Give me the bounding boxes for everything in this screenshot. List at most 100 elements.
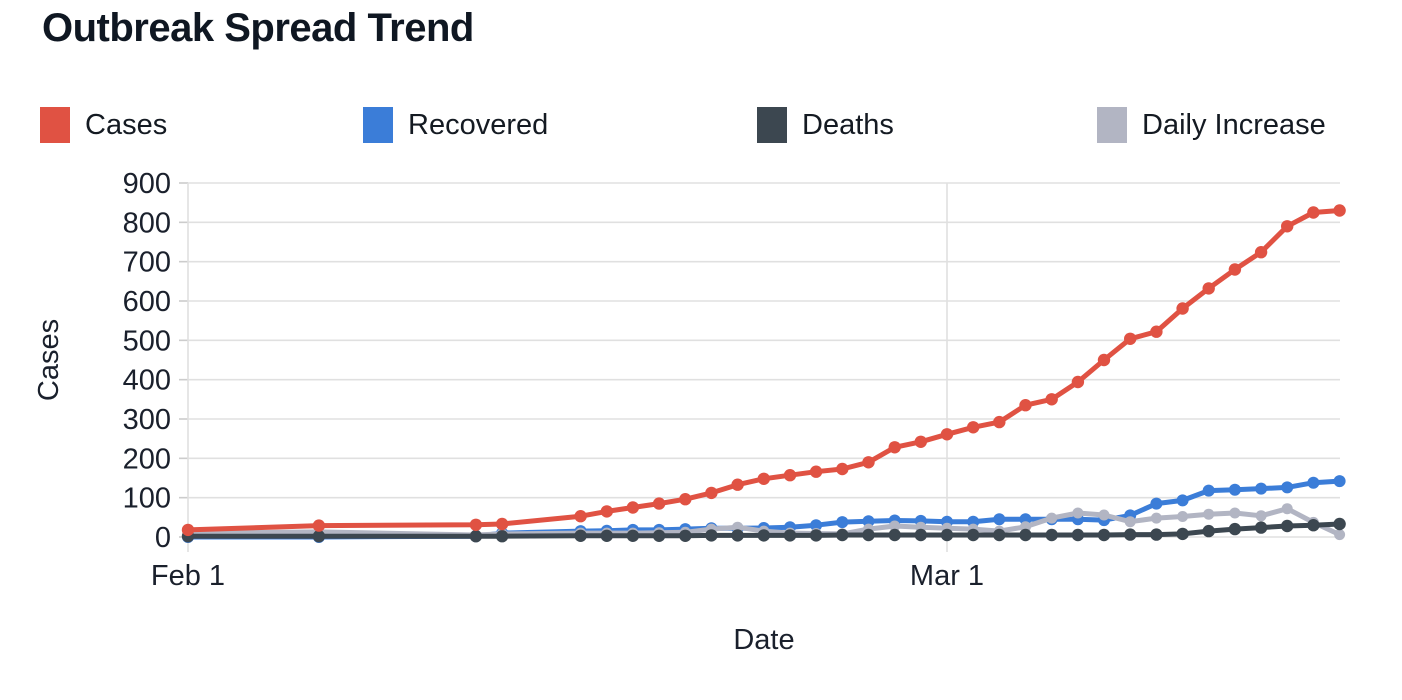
- series-cases: [181, 204, 1346, 537]
- data-point: [889, 520, 901, 532]
- legend-swatch-icon: [40, 107, 70, 143]
- data-point: [1255, 482, 1268, 495]
- y-tick-label: 200: [123, 443, 171, 475]
- data-point: [1176, 527, 1189, 541]
- legend-item-daily-increase: Daily Increase: [1097, 107, 1326, 143]
- legend-label: Daily Increase: [1142, 108, 1326, 141]
- data-point: [626, 529, 640, 542]
- data-point: [626, 501, 640, 514]
- data-point: [1150, 512, 1162, 524]
- data-point: [181, 523, 195, 537]
- data-point: [1176, 494, 1189, 507]
- legend-swatch-icon: [1097, 107, 1127, 143]
- data-point: [652, 529, 666, 542]
- data-point: [1307, 206, 1320, 219]
- data-point: [1228, 483, 1241, 496]
- data-point: [1124, 528, 1137, 541]
- legend-swatch-icon: [363, 107, 393, 143]
- data-point: [574, 510, 587, 523]
- data-point: [312, 530, 326, 543]
- data-point: [679, 493, 692, 506]
- data-point: [469, 530, 483, 543]
- x-tick-label: Mar 1: [910, 560, 984, 592]
- data-point: [495, 517, 509, 531]
- data-point: [862, 515, 875, 528]
- y-tick-label: 800: [123, 207, 171, 239]
- data-point: [1176, 302, 1189, 315]
- data-point: [1333, 475, 1346, 488]
- data-point: [1177, 511, 1189, 522]
- data-point: [862, 456, 875, 469]
- data-point: [1045, 528, 1058, 542]
- data-point: [1019, 399, 1032, 412]
- data-point: [1071, 528, 1085, 542]
- data-point: [652, 497, 666, 510]
- data-point: [1098, 509, 1110, 521]
- data-point: [862, 528, 875, 542]
- data-point: [810, 519, 823, 532]
- data-point: [1124, 516, 1136, 528]
- data-point: [469, 518, 483, 531]
- data-point: [993, 415, 1006, 429]
- data-point: [940, 528, 954, 542]
- y-tick-label: 300: [123, 404, 171, 436]
- data-point: [1097, 353, 1111, 367]
- data-point: [705, 486, 718, 500]
- data-point: [1228, 263, 1242, 276]
- data-point: [836, 516, 849, 529]
- legend-label: Deaths: [802, 108, 894, 141]
- data-point: [836, 528, 849, 542]
- data-point: [1281, 220, 1294, 233]
- y-tick-label: 700: [123, 247, 171, 279]
- x-axis: Feb 1 Mar 1: [151, 183, 984, 592]
- data-point: [757, 529, 770, 542]
- data-point: [1124, 332, 1137, 345]
- data-point: [679, 529, 692, 542]
- data-point: [1072, 507, 1084, 519]
- data-point: [888, 528, 901, 542]
- series-deaths: [181, 517, 1346, 543]
- data-point: [1202, 524, 1215, 538]
- data-point: [1255, 510, 1267, 522]
- page-title: Outbreak Spread Trend: [42, 6, 474, 50]
- data-point: [836, 462, 849, 476]
- y-tick-label: 400: [123, 365, 171, 397]
- data-point: [967, 528, 980, 542]
- data-point: [1333, 204, 1346, 217]
- data-point: [940, 428, 954, 441]
- data-point: [1150, 497, 1163, 510]
- y-tick-label: 900: [123, 168, 171, 200]
- y-axis-title: Cases: [33, 319, 65, 401]
- data-point: [1281, 519, 1294, 533]
- data-point: [1333, 517, 1346, 531]
- data-point: [1229, 507, 1241, 519]
- legend-item-deaths: Deaths: [757, 107, 894, 143]
- data-point: [1334, 529, 1346, 541]
- data-point: [1254, 246, 1268, 259]
- data-point: [1046, 512, 1058, 524]
- data-point: [914, 435, 927, 448]
- data-point: [1045, 393, 1058, 406]
- data-point: [1150, 325, 1163, 338]
- legend-swatch-icon: [757, 107, 787, 143]
- data-point: [967, 421, 980, 434]
- data-point: [809, 465, 823, 478]
- legend-item-recovered: Recovered: [363, 107, 548, 143]
- data-point: [1254, 521, 1268, 534]
- data-point: [888, 441, 901, 454]
- data-point: [1202, 484, 1215, 497]
- data-point: [600, 505, 613, 518]
- y-axis: 0 100 200 300 400 500 600 700 800 900: [123, 168, 1340, 554]
- data-point: [783, 469, 797, 482]
- y-tick-label: 100: [123, 483, 171, 515]
- data-point: [1281, 481, 1294, 494]
- data-point: [1202, 282, 1215, 295]
- data-point: [1097, 528, 1111, 542]
- data-point: [757, 472, 770, 485]
- data-point: [1071, 375, 1085, 389]
- data-point: [600, 529, 613, 542]
- data-point: [731, 529, 744, 542]
- data-point: [312, 519, 326, 532]
